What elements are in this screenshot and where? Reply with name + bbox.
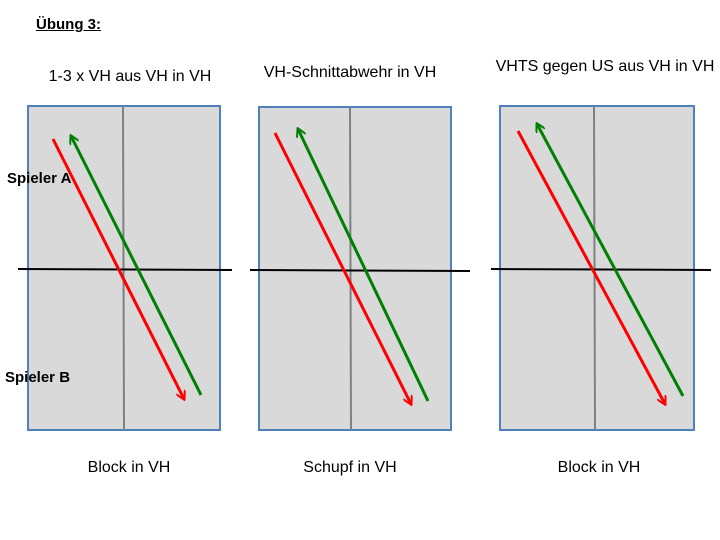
table-1-center-line <box>122 105 125 431</box>
table-1-red-arrow <box>51 138 184 399</box>
table-3-red-arrow <box>516 130 665 404</box>
table-2-center-line <box>349 106 352 431</box>
table-3-green-arrow <box>537 124 685 397</box>
table-2-surface <box>258 106 452 431</box>
slide-title: Übung 3: <box>36 16 101 33</box>
diagram-1-caption: Block in VH <box>87 459 171 476</box>
table-3-center-line <box>593 105 596 431</box>
table-2 <box>249 106 471 431</box>
diagram-3-caption: Block in VH <box>557 459 641 476</box>
table-2-net <box>249 269 471 272</box>
table-3-net <box>490 268 712 271</box>
diagram-3-title: VHTS gegen US aus VH in VH <box>495 58 715 75</box>
table-1-net <box>17 268 233 271</box>
player-b-label: Spieler B <box>5 369 71 386</box>
diagram-2-caption: Schupf in VH <box>303 459 397 476</box>
table-3 <box>490 105 712 431</box>
diagram-2-title: VH-Schnittabwehr in VH <box>263 64 437 81</box>
table-1 <box>17 105 233 431</box>
table-1-green-arrow <box>71 136 203 396</box>
table-2-red-arrow <box>273 132 411 404</box>
player-a-label: Spieler A <box>7 170 72 187</box>
table-2-green-arrow <box>298 129 430 402</box>
diagram-1-title: 1-3 x VH aus VH in VH <box>48 68 212 85</box>
